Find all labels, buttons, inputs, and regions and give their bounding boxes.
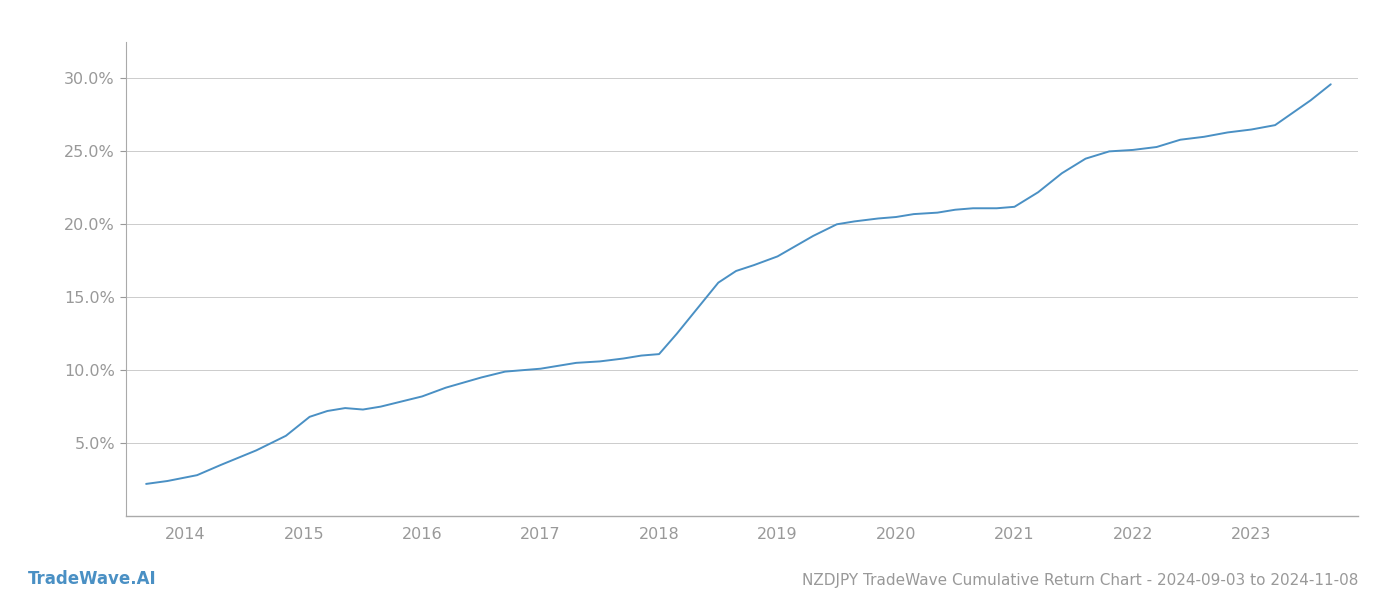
Text: NZDJPY TradeWave Cumulative Return Chart - 2024-09-03 to 2024-11-08: NZDJPY TradeWave Cumulative Return Chart… [802,573,1358,588]
Text: TradeWave.AI: TradeWave.AI [28,570,157,588]
